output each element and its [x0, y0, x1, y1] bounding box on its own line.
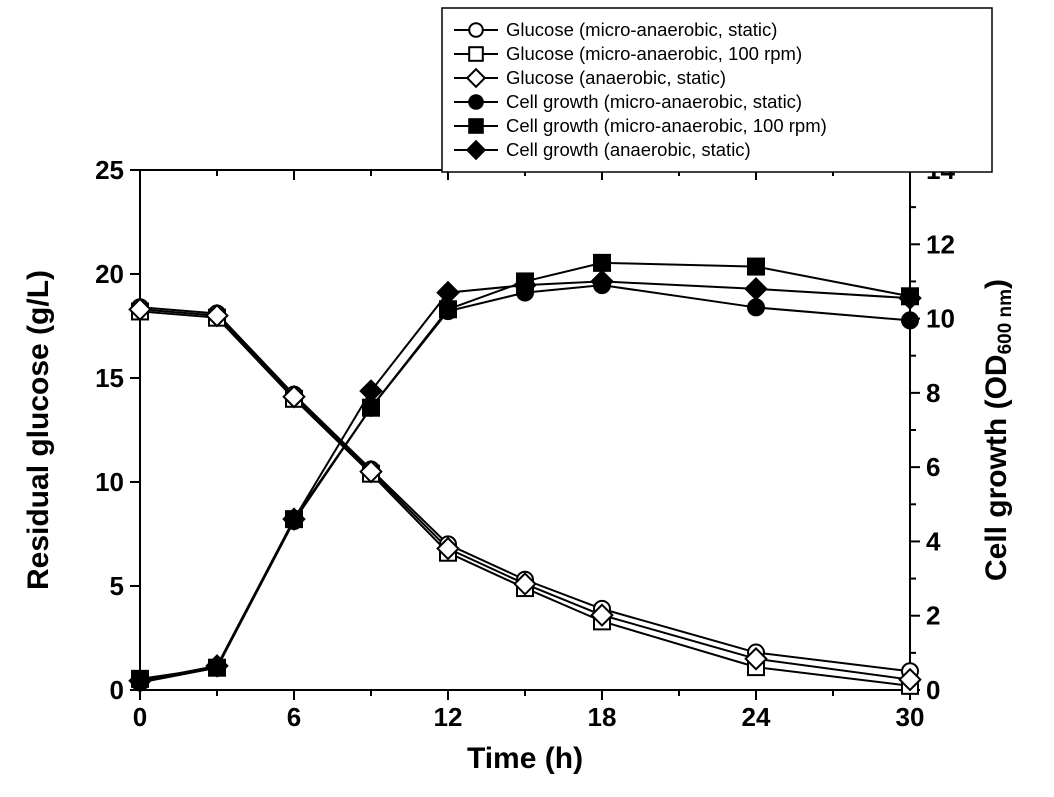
x-tick-label: 30: [896, 702, 925, 732]
x-tick-label: 18: [588, 702, 617, 732]
yl-tick-label: 25: [95, 155, 124, 185]
yr-tick-label: 6: [926, 452, 940, 482]
chart-svg: 0612182430051015202502468101214Time (h)R…: [0, 0, 1054, 797]
x-tick-label: 24: [742, 702, 771, 732]
yl-tick-label: 10: [95, 467, 124, 497]
chart-container: 0612182430051015202502468101214Time (h)R…: [0, 0, 1054, 797]
legend-label-glc_ma_static: Glucose (micro-anaerobic, static): [506, 19, 777, 40]
legend-label-cg_an_static: Cell growth (anaerobic, static): [506, 139, 751, 160]
yl-tick-label: 5: [110, 571, 124, 601]
legend-label-glc_ma_100: Glucose (micro-anaerobic, 100 rpm): [506, 43, 802, 64]
yr-tick-label: 4: [926, 526, 941, 556]
x-tick-label: 12: [434, 702, 463, 732]
legend-label-glc_an_static: Glucose (anaerobic, static): [506, 67, 726, 88]
x-axis-label: Time (h): [467, 742, 583, 775]
yr-tick-label: 8: [926, 378, 940, 408]
y-left-axis-label: Residual glucose (g/L): [22, 270, 55, 590]
legend-label-cg_ma_static: Cell growth (micro-anaerobic, static): [506, 91, 802, 112]
yr-tick-label: 12: [926, 229, 955, 259]
yl-tick-label: 20: [95, 259, 124, 289]
legend-label-cg_ma_100: Cell growth (micro-anaerobic, 100 rpm): [506, 115, 827, 136]
yr-tick-label: 2: [926, 601, 940, 631]
yl-tick-label: 15: [95, 363, 124, 393]
x-tick-label: 6: [287, 702, 301, 732]
yl-tick-label: 0: [110, 675, 124, 705]
yr-tick-label: 10: [926, 304, 955, 334]
yr-tick-label: 0: [926, 675, 940, 705]
x-tick-label: 0: [133, 702, 147, 732]
